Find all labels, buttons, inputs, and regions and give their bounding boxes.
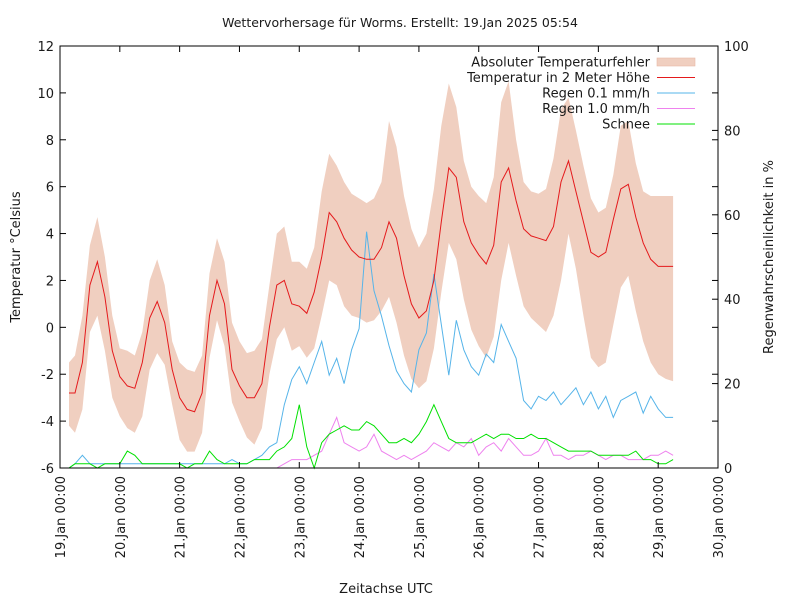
temperature-line (69, 159, 674, 413)
y-axis-left: -6 -4 -2 0 2 4 6 8 10 12 (37, 40, 718, 477)
y-tick-label: 10 (37, 87, 54, 102)
y2-tick-label: 20 (724, 378, 741, 393)
y-tick-label: 0 (46, 321, 54, 336)
x-axis-label: Zeitachse UTC (339, 582, 433, 597)
legend-label: Schnee (602, 118, 650, 133)
x-tick-label: 25.Jan 00:00 (413, 476, 428, 558)
y-axis-right: 0 20 40 60 80 100 (712, 40, 749, 477)
x-tick-label: 22.Jan 00:00 (233, 476, 248, 558)
legend-rain-1-0: Regen 1.0 mm/h (542, 102, 695, 117)
legend-label: Regen 0.1 mm/h (542, 87, 650, 102)
x-tick-label: 29.Jan 00:00 (652, 476, 667, 558)
y-tick-label: 12 (37, 40, 54, 55)
x-tick-label: 23.Jan 00:00 (293, 476, 308, 558)
x-tick-label: 28.Jan 00:00 (592, 476, 607, 558)
plot-frame (59, 45, 719, 469)
x-tick-label: 26.Jan 00:00 (473, 476, 488, 558)
y-tick-label: 4 (46, 228, 54, 243)
x-tick-label: 27.Jan 00:00 (533, 476, 548, 558)
y2-tick-label: 40 (724, 293, 741, 308)
y2-tick-label: 100 (724, 40, 749, 55)
y2-tick-label: 60 (724, 209, 741, 224)
x-tick-label: 24.Jan 00:00 (353, 476, 368, 558)
y-tick-label: -6 (41, 462, 54, 477)
x-axis: 19.Jan 00:00 20.Jan 00:00 21.Jan 00:00 22.J… (54, 46, 727, 558)
y2-tick-label: 80 (724, 124, 741, 139)
legend-error-band: Absoluter Temperaturfehler (471, 56, 696, 71)
legend-swatch (656, 57, 696, 67)
legend-label: Absoluter Temperaturfehler (471, 56, 650, 71)
x-tick-label: 21.Jan 00:00 (174, 476, 189, 558)
y-tick-label: 2 (46, 274, 54, 289)
legend-label: Temperatur in 2 Meter Höhe (466, 71, 650, 86)
x-tick-label: 20.Jan 00:00 (114, 476, 129, 558)
y-tick-label: 8 (46, 134, 54, 149)
y-tick-label: -2 (41, 368, 54, 383)
legend-temperature: Temperatur in 2 Meter Höhe (466, 71, 695, 86)
x-tick-label: 19.Jan 00:00 (54, 476, 69, 558)
y2-tick-label: 0 (724, 462, 732, 477)
y-axis-label: Temperatur °Celsius (9, 191, 24, 324)
chart-title: Wettervorhersage für Worms. Erstellt: 19… (222, 15, 578, 30)
y-tick-label: -4 (41, 415, 54, 430)
legend-snow: Schnee (602, 118, 695, 133)
rain-1-0-line (69, 415, 674, 469)
x-tick-label: 30.Jan 00:00 (712, 476, 727, 558)
y-tick-label: 6 (46, 181, 54, 196)
legend-label: Regen 1.0 mm/h (542, 102, 650, 117)
plot-area (68, 81, 674, 470)
y2-axis-label: Regenwahrscheinlichkeit in % (762, 160, 777, 354)
legend-rain-0-1: Regen 0.1 mm/h (542, 87, 695, 102)
snow-line (68, 403, 674, 470)
